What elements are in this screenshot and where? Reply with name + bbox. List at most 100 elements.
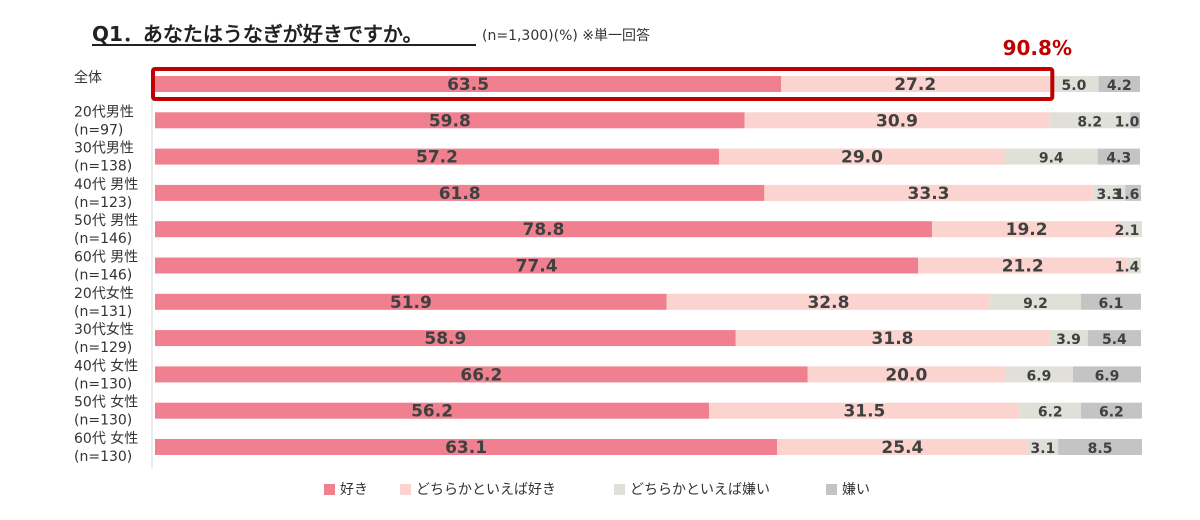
data-label: 4.3 xyxy=(1106,151,1131,167)
legend-label: どちらかといえば嫌い xyxy=(630,482,770,498)
bar-segment xyxy=(1049,330,1088,347)
data-label: 77.4 xyxy=(516,257,558,277)
data-label: 61.8 xyxy=(439,184,481,204)
bar-segment xyxy=(1092,184,1126,201)
bar-segment xyxy=(1004,366,1073,383)
legend-swatch xyxy=(400,484,411,495)
data-label: 3.9 xyxy=(1056,332,1081,348)
category-label: (n=146) xyxy=(74,231,132,247)
bar-segment xyxy=(781,76,1050,92)
data-label: 25.4 xyxy=(881,438,923,458)
bar-segment xyxy=(1058,439,1142,455)
data-label: 6.1 xyxy=(1099,296,1124,312)
legend-label: 好き xyxy=(340,482,368,498)
data-label: 27.2 xyxy=(894,75,936,95)
category-label: (n=146) xyxy=(74,268,132,284)
bar-segment xyxy=(990,293,1081,310)
category-label: 全体 xyxy=(74,69,102,86)
bar-segment xyxy=(155,402,710,419)
bar-segment xyxy=(1072,366,1141,383)
legend-swatch xyxy=(324,484,335,495)
category-label: (n=123) xyxy=(74,195,132,211)
bar-segment xyxy=(1121,221,1142,238)
data-label: 1.0 xyxy=(1115,114,1140,130)
data-label: 9.4 xyxy=(1039,151,1064,167)
legend: 好き どちらかといえば好き どちらかといえば嫌い 嫌い xyxy=(324,482,870,498)
data-label: 3.3 xyxy=(1097,187,1122,203)
data-label: 5.0 xyxy=(1062,78,1087,94)
bar-segment xyxy=(1098,76,1141,92)
data-label: 9.2 xyxy=(1023,296,1048,312)
data-label: 4.2 xyxy=(1107,78,1132,94)
category-label: 60代 男性 xyxy=(74,250,138,266)
category-label: 40代 男性 xyxy=(74,177,138,193)
bar-segment xyxy=(764,184,1093,201)
category-label: 40代 女性 xyxy=(74,357,138,374)
category-label: (n=131) xyxy=(74,304,132,320)
data-label: 20.0 xyxy=(885,365,927,385)
bar-segment xyxy=(1125,184,1141,201)
data-label: 78.8 xyxy=(523,220,565,240)
data-label: 30.9 xyxy=(876,111,918,131)
category-label: 30代女性 xyxy=(74,321,134,338)
highlight-total-label: 90.8% xyxy=(1003,36,1072,60)
legend-swatch xyxy=(826,484,837,495)
bar-segment xyxy=(666,293,991,310)
data-label: 5.4 xyxy=(1102,332,1127,348)
bar-segment xyxy=(1127,257,1141,274)
data-label: 33.3 xyxy=(908,184,950,204)
data-label: 63.1 xyxy=(445,438,487,458)
data-label: 6.2 xyxy=(1038,405,1063,421)
data-label: 1.4 xyxy=(1115,260,1140,276)
bar-area: 63.5 27.2 5.0 4.2 59.8 30.9 8.2 1.0 57.2 29.0 9.4 4… xyxy=(155,75,1142,458)
data-label: 63.5 xyxy=(447,75,489,95)
data-label: 66.2 xyxy=(460,365,502,385)
data-label: 31.8 xyxy=(872,329,914,349)
category-label: 20代女性 xyxy=(74,285,134,302)
category-labels: 全体 20代男性 (n=97) 30代男性 (n=138) 40代 男性 (n=123) 50… xyxy=(74,69,138,465)
data-label: 6.2 xyxy=(1099,405,1124,421)
data-label: 19.2 xyxy=(1006,220,1048,240)
category-label: (n=129) xyxy=(74,340,132,356)
highlight-box xyxy=(151,67,1055,101)
category-label: (n=97) xyxy=(74,122,123,138)
data-label: 51.9 xyxy=(390,293,432,313)
bar-segment xyxy=(1130,112,1141,129)
bar-segment xyxy=(155,221,932,238)
category-label: (n=130) xyxy=(74,376,132,392)
data-label: 29.0 xyxy=(841,148,883,168)
chart-subtitle: (n=1,300)(%) ※単一回答 xyxy=(482,27,650,44)
data-label: 32.8 xyxy=(807,293,849,313)
bar-segment xyxy=(155,330,736,347)
bar-segment xyxy=(155,257,919,274)
legend-swatch xyxy=(614,484,625,495)
bar-segment xyxy=(1080,293,1141,310)
category-label: 20代男性 xyxy=(74,104,134,120)
bar-segment xyxy=(1097,148,1141,165)
data-label: 2.1 xyxy=(1115,223,1140,239)
highlight-callout: 90.8% xyxy=(151,36,1072,101)
bar-segment xyxy=(735,330,1050,347)
category-label: (n=130) xyxy=(74,449,132,465)
bar-segment xyxy=(1027,439,1059,455)
data-label: 57.2 xyxy=(416,148,458,168)
category-label: (n=130) xyxy=(74,413,132,429)
bar-segment xyxy=(155,439,778,455)
bar-segment xyxy=(918,257,1128,274)
data-label: 31.5 xyxy=(843,402,885,422)
bar-segment xyxy=(155,293,667,310)
chart-title: Q1．あなたはうなぎが好きですか。 xyxy=(92,22,423,46)
bar-segment xyxy=(155,148,719,165)
data-label: 56.2 xyxy=(411,402,453,422)
bar-segment xyxy=(744,112,1050,129)
bar-segment xyxy=(709,402,1020,419)
bar-segment xyxy=(1049,76,1099,92)
data-label: 58.9 xyxy=(424,329,466,349)
bar-segment xyxy=(718,148,1005,165)
data-label: 3.1 xyxy=(1030,441,1055,457)
data-label: 6.9 xyxy=(1095,368,1120,384)
category-label: 30代男性 xyxy=(74,141,134,157)
category-label: 60代 女性 xyxy=(74,430,138,447)
data-label: 8.5 xyxy=(1088,441,1113,457)
